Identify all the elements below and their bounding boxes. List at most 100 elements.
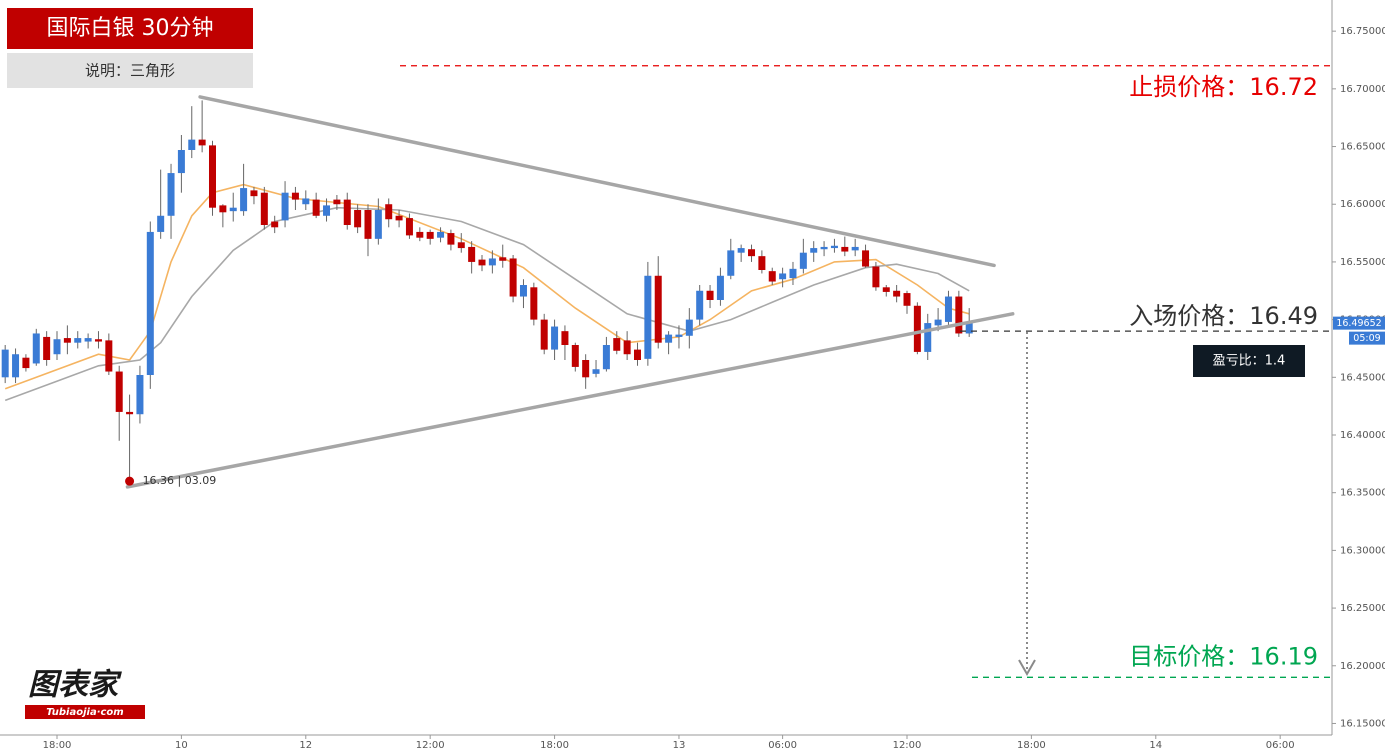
candle-body bbox=[354, 210, 362, 228]
candle-body bbox=[706, 290, 714, 300]
candle-body bbox=[737, 248, 745, 253]
candle-body bbox=[208, 145, 216, 208]
candle-body bbox=[167, 173, 175, 216]
candle-body bbox=[965, 323, 973, 334]
candle-body bbox=[592, 369, 600, 374]
candle-body bbox=[830, 245, 838, 249]
candle-body bbox=[177, 150, 185, 174]
candle-body bbox=[281, 192, 289, 221]
candle-body bbox=[799, 252, 807, 269]
y-tick-label: 16.40000 bbox=[1340, 430, 1385, 441]
candle-body bbox=[219, 205, 227, 213]
candle-body bbox=[613, 338, 621, 351]
candle-body bbox=[63, 338, 71, 343]
y-tick-label: 16.70000 bbox=[1340, 84, 1385, 95]
candle-body bbox=[229, 207, 237, 212]
candle-body bbox=[789, 268, 797, 279]
candle-body bbox=[94, 339, 102, 342]
candle-body bbox=[530, 287, 538, 320]
candle-body bbox=[924, 323, 932, 352]
candle-body bbox=[260, 192, 268, 225]
x-tick-label: 13 bbox=[673, 740, 686, 751]
low-marker-label: 16.36 | 03.09 bbox=[143, 474, 217, 487]
candle-body bbox=[22, 357, 30, 369]
candle-body bbox=[519, 285, 527, 297]
candle-body bbox=[468, 246, 476, 262]
candle-body bbox=[53, 339, 61, 355]
x-tick-label: 12:00 bbox=[416, 740, 445, 751]
last-price: 16.49652 bbox=[1336, 318, 1381, 329]
logo-bar bbox=[25, 705, 145, 719]
logo-site: Tubiaojia·com bbox=[46, 707, 123, 718]
candle-body bbox=[551, 326, 559, 350]
candle-body bbox=[126, 411, 134, 415]
countdown-box bbox=[1349, 331, 1385, 345]
y-tick-label: 16.55000 bbox=[1340, 257, 1385, 268]
candle-body bbox=[944, 296, 952, 322]
x-tick-label: 06:00 bbox=[768, 740, 797, 751]
moving-average bbox=[4, 183, 970, 390]
plot-area bbox=[1, 95, 1015, 489]
candle-body bbox=[841, 246, 849, 252]
candle-body bbox=[1, 349, 9, 378]
level-label: 目标价格：16.19 bbox=[1129, 642, 1318, 670]
countdown: 05:09 bbox=[1353, 333, 1380, 344]
candle-body bbox=[240, 188, 248, 212]
candle-body bbox=[633, 349, 641, 360]
level-label: 止损价格：16.72 bbox=[1129, 73, 1318, 101]
candle-body bbox=[675, 334, 683, 337]
candle-body bbox=[499, 257, 507, 261]
x-tick-label: 18:00 bbox=[540, 740, 569, 751]
candle-body bbox=[851, 246, 859, 251]
logo-name: 图表家 bbox=[28, 668, 122, 703]
candle-body bbox=[893, 290, 901, 297]
candle-body bbox=[820, 246, 828, 250]
candle-body bbox=[250, 190, 258, 197]
trendline bbox=[198, 95, 996, 268]
candle-body bbox=[654, 275, 662, 343]
ratio-label: 盈亏比：1.4 bbox=[1213, 354, 1286, 369]
candle-body bbox=[571, 345, 579, 367]
candle-body bbox=[385, 204, 393, 220]
moving-average bbox=[4, 206, 970, 402]
candle-body bbox=[333, 199, 341, 205]
candle-body bbox=[727, 250, 735, 276]
candle-body bbox=[457, 242, 465, 249]
candle-body bbox=[561, 331, 569, 345]
candle-body bbox=[934, 319, 942, 326]
candle-body bbox=[810, 248, 818, 253]
last-price-box bbox=[1333, 316, 1385, 330]
ratio-box bbox=[1193, 345, 1305, 377]
candle-body bbox=[198, 139, 206, 146]
candle-body bbox=[509, 258, 517, 297]
candle-body bbox=[323, 205, 331, 216]
x-tick-label: 14 bbox=[1149, 740, 1162, 751]
candle-body bbox=[955, 296, 963, 334]
candle-body bbox=[291, 192, 299, 200]
candle-body bbox=[768, 271, 776, 282]
candle-body bbox=[426, 231, 434, 239]
candle-body bbox=[582, 360, 590, 378]
candle-body bbox=[115, 371, 123, 412]
candle-body bbox=[644, 275, 652, 359]
x-tick-label: 18:00 bbox=[1017, 740, 1046, 751]
candle-body bbox=[271, 221, 279, 228]
candle-body bbox=[716, 275, 724, 300]
candle-body bbox=[395, 215, 403, 221]
candle-body bbox=[779, 273, 787, 280]
candle-body bbox=[84, 338, 92, 342]
y-tick-label: 16.20000 bbox=[1340, 661, 1385, 672]
x-tick-label: 06:00 bbox=[1266, 740, 1295, 751]
candle-body bbox=[862, 250, 870, 267]
candle-body bbox=[136, 375, 144, 415]
candle-body bbox=[758, 256, 766, 270]
candle-body bbox=[685, 319, 693, 336]
subtitle-box bbox=[7, 53, 253, 88]
candle-body bbox=[32, 333, 40, 364]
candle-body bbox=[437, 231, 445, 238]
y-tick-label: 16.15000 bbox=[1340, 718, 1385, 729]
candle-body bbox=[416, 231, 424, 238]
candle-body bbox=[478, 259, 486, 266]
y-tick-label: 16.25000 bbox=[1340, 603, 1385, 614]
